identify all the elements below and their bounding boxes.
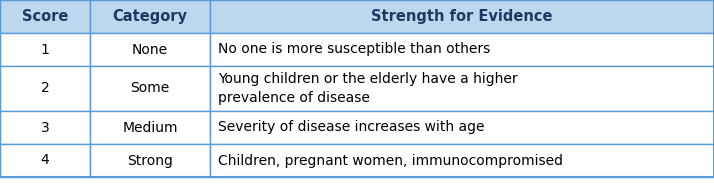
Text: 1: 1 [41,42,49,56]
Text: Score: Score [22,9,69,24]
Bar [0,0,90,33]
Text: Children, pregnant women, immunocompromised: Children, pregnant women, immunocompromi… [218,153,563,167]
Bar [90,111,210,144]
Text: 4: 4 [41,153,49,167]
Bar [0,33,90,66]
Bar [210,0,714,33]
Bar [0,66,90,111]
Text: None: None [132,42,168,56]
Text: 3: 3 [41,121,49,135]
Bar [0,111,90,144]
Bar [210,111,714,144]
Bar [90,66,210,111]
Text: Severity of disease increases with age: Severity of disease increases with age [218,121,485,135]
Text: Some: Some [131,81,170,95]
Text: No one is more susceptible than others: No one is more susceptible than others [218,42,491,56]
Bar [90,144,210,177]
Text: Strength for Evidence: Strength for Evidence [371,9,553,24]
Text: Young children or the elderly have a higher
prevalence of disease: Young children or the elderly have a hig… [218,72,518,105]
Text: Strong: Strong [127,153,173,167]
Text: Medium: Medium [122,121,178,135]
Bar [0,144,90,177]
Text: Category: Category [113,9,188,24]
Bar [210,144,714,177]
Bar [90,0,210,33]
Bar [210,33,714,66]
Bar [210,66,714,111]
Text: 2: 2 [41,81,49,95]
Bar [90,33,210,66]
